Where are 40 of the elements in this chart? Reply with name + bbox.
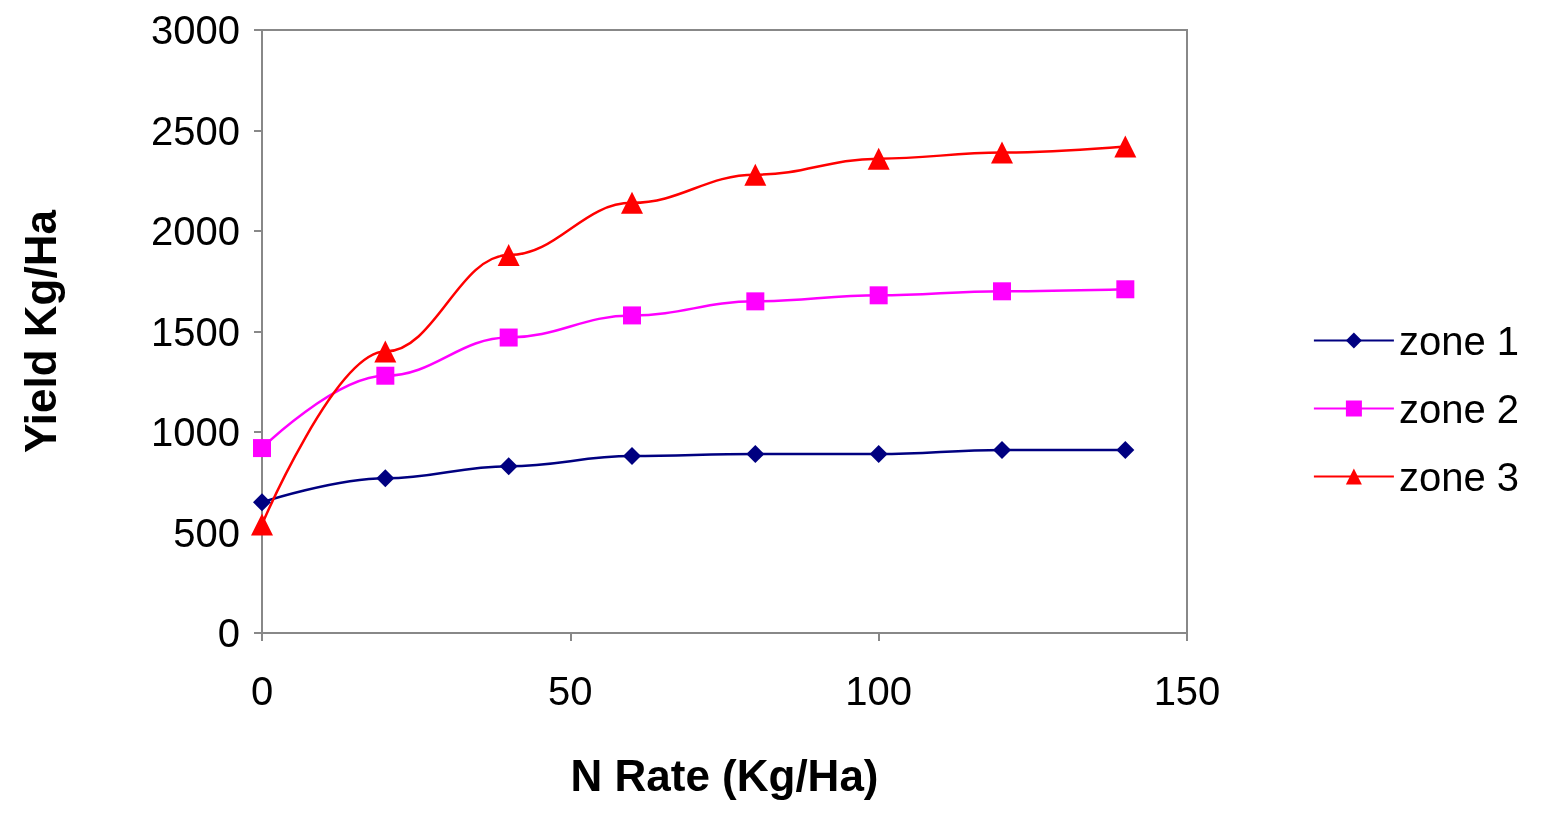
point (374, 340, 397, 363)
x-tick-label: 0 (250, 669, 274, 713)
point (1116, 280, 1135, 299)
point (376, 469, 395, 488)
point (376, 366, 395, 385)
x-tick-label: 50 (548, 669, 593, 713)
point (746, 445, 765, 464)
y-axis-title: Yield Kg/Ha (15, 209, 65, 453)
x-tick-label: 100 (845, 669, 913, 713)
point (746, 292, 765, 311)
legend-label: zone 1 (1398, 318, 1520, 363)
y-tick-label: 1000 (151, 410, 240, 454)
point (993, 441, 1011, 460)
y-tick-label: 2000 (151, 209, 240, 253)
point (867, 147, 890, 170)
point (253, 493, 271, 512)
point (869, 286, 888, 305)
legend-label: zone 2 (1398, 386, 1520, 431)
point (623, 306, 641, 325)
y-tick-label: 500 (173, 510, 240, 555)
point (1114, 135, 1137, 158)
point (253, 439, 271, 458)
legend-label: zone 3 (1398, 454, 1520, 499)
y-tick-label: 1500 (151, 309, 240, 354)
point (869, 445, 888, 464)
y-tick-label: 2500 (151, 108, 240, 153)
point (621, 191, 643, 214)
point (499, 328, 518, 347)
x-tick-label: 150 (1153, 669, 1221, 713)
point (991, 141, 1013, 164)
point (251, 513, 273, 536)
y-tick-label: 3000 (151, 8, 240, 52)
point (1116, 441, 1135, 460)
y-tick-label: 0 (217, 611, 240, 655)
point (499, 457, 518, 476)
point (497, 244, 520, 267)
point (744, 163, 767, 186)
point (623, 447, 641, 466)
x-axis-title: N Rate (Kg/Ha) (570, 750, 879, 800)
point (993, 282, 1011, 301)
